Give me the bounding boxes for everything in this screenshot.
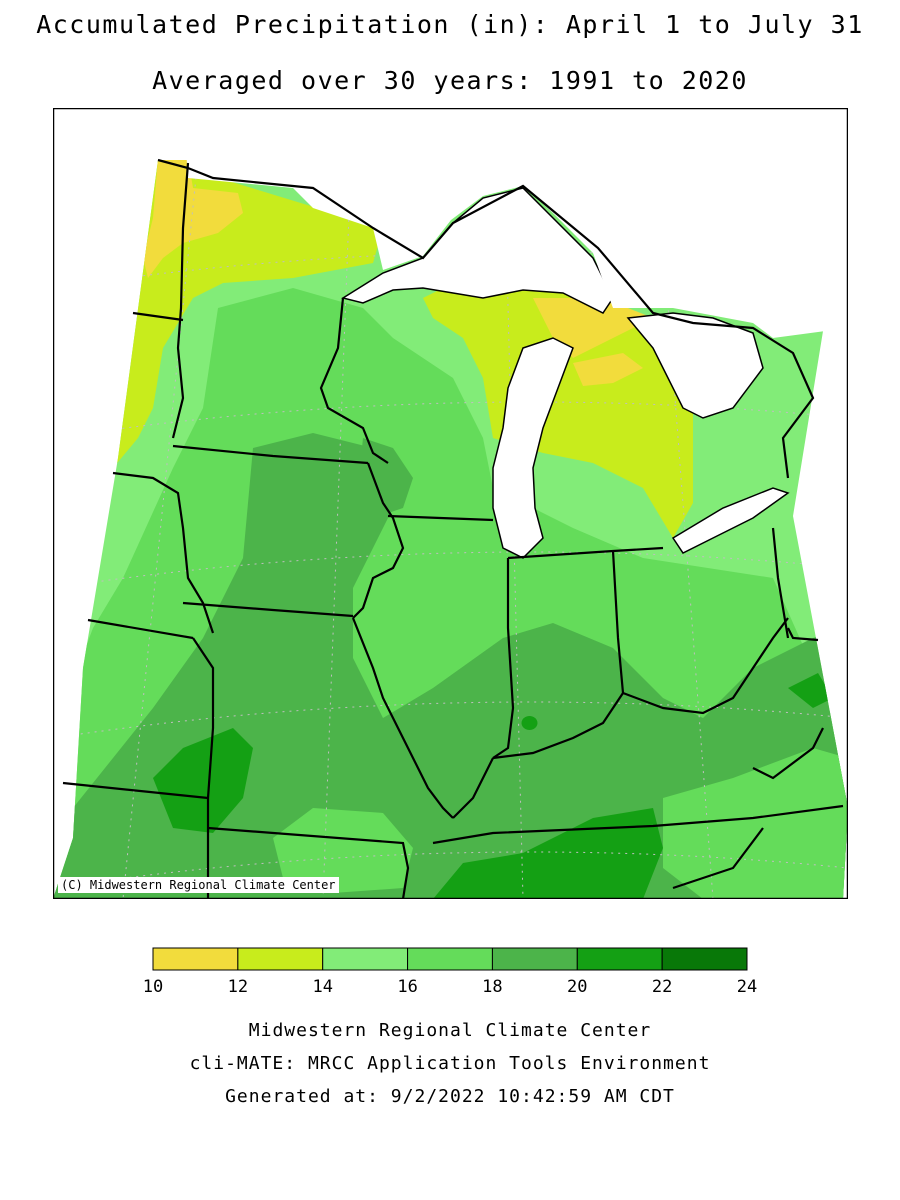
border-ia-il xyxy=(352,462,405,619)
zone-20-22-indiana xyxy=(521,716,538,730)
zone-20-22-south xyxy=(433,808,663,899)
border-oh-mi xyxy=(612,546,664,553)
border-ne-ks xyxy=(87,618,194,640)
border-ia-mo xyxy=(182,601,354,618)
footer-line-3: Generated at: 9/2/2022 10:42:59 AM CDT xyxy=(225,1086,675,1107)
border-in-mi xyxy=(507,549,614,560)
legend-tick-label: 24 xyxy=(737,977,757,997)
footer-line-1: Midwestern Regional Climate Center xyxy=(248,1020,652,1041)
footer-line-2: cli-MATE: MRCC Application Tools Environ… xyxy=(189,1053,711,1074)
border-mn-nd xyxy=(171,162,190,439)
legend-tick-label: 12 xyxy=(228,977,248,997)
border-mo-il xyxy=(351,617,454,819)
border-va-wv xyxy=(787,627,819,642)
border-intl xyxy=(157,158,815,479)
copyright-credit: (C) Midwestern Regional Climate Center xyxy=(58,877,339,893)
zone-10-12-michigan xyxy=(573,353,643,386)
border-il-ky xyxy=(452,757,494,819)
legend-swatch-22-24 xyxy=(661,947,748,971)
border-il-in xyxy=(492,558,515,759)
border-ks-ok xyxy=(62,781,209,800)
legend-swatch-16-18 xyxy=(407,947,493,971)
legend-swatch-10-12 xyxy=(152,947,239,971)
legend-tick-label: 14 xyxy=(312,977,332,997)
zone-16-18-southeast xyxy=(273,808,413,893)
lake-huron xyxy=(626,312,764,419)
border-in-oh xyxy=(611,550,625,694)
legend-swatch-18-20 xyxy=(491,947,578,971)
legend-tick-label: 20 xyxy=(567,977,587,997)
map-frame xyxy=(53,108,848,899)
map-title: Accumulated Precipitation (in): April 1 … xyxy=(36,10,864,39)
state-borders xyxy=(62,158,844,899)
border-oh-ky xyxy=(622,617,789,715)
border-oh-pa xyxy=(771,527,790,639)
border-sd-ne xyxy=(112,471,215,634)
lake-erie xyxy=(671,487,790,554)
legend-swatch-20-22 xyxy=(576,947,663,971)
zone-16-18-tennessee xyxy=(663,748,848,899)
zone-18-20-wisconsin xyxy=(358,438,413,518)
lake-michigan xyxy=(492,337,574,559)
legend-swatch-12-14 xyxy=(237,947,324,971)
border-mo-ks xyxy=(192,637,215,799)
great-lakes xyxy=(341,187,790,559)
legend-swatch-14-16 xyxy=(322,947,409,971)
border-mn-ia xyxy=(172,444,369,465)
zone-20-22-kansas-missouri xyxy=(153,728,253,833)
border-sd-mn xyxy=(132,311,184,322)
zone-12-14-michigan xyxy=(423,268,693,538)
canada-region xyxy=(183,108,848,338)
border-tn-nc xyxy=(672,827,764,890)
border-in-ky xyxy=(492,692,624,760)
border-wi-il xyxy=(387,514,494,522)
zone-20-22-ohio xyxy=(788,673,833,708)
border-mn-wi xyxy=(319,297,389,464)
color-legend: 10 12 14 16 18 20 22 24 xyxy=(143,947,757,997)
zone-10-12-northwest xyxy=(143,160,243,278)
map-subtitle: Averaged over 30 years: 1991 to 2020 xyxy=(152,66,748,95)
border-ky-tn xyxy=(432,804,844,845)
legend-tick-label: 16 xyxy=(397,977,417,997)
precipitation-map xyxy=(53,108,848,899)
legend-tick-label: 18 xyxy=(482,977,502,997)
border-wv-va xyxy=(752,727,824,780)
legend-tick-label: 10 xyxy=(143,977,163,997)
legend-tick-label: 22 xyxy=(652,977,672,997)
zone-18-20-iowa-missouri xyxy=(53,433,848,899)
border-mo-ar xyxy=(207,826,410,899)
